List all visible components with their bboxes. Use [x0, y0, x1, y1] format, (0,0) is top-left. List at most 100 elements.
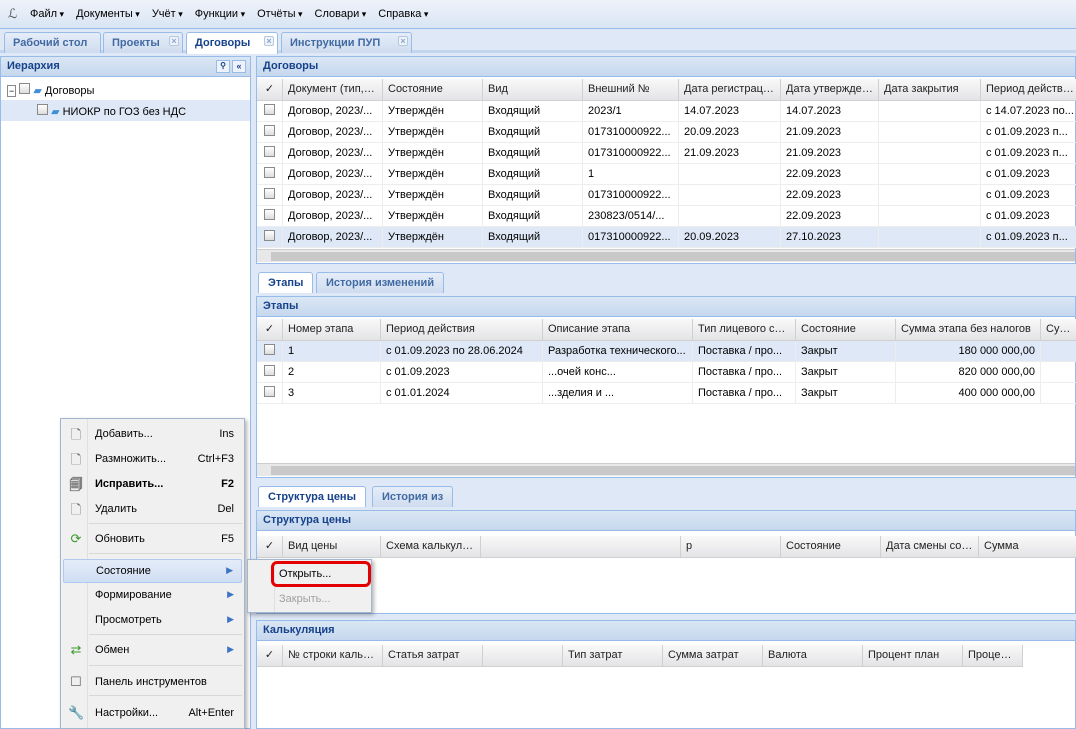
checkbox-cell[interactable] — [257, 362, 283, 382]
row-checkbox[interactable] — [264, 209, 275, 220]
menu-item-7[interactable]: Просмотреть ▶ — [63, 609, 242, 633]
tab-desktop[interactable]: Рабочий стол — [4, 32, 101, 53]
column-header[interactable]: Статья затрат — [383, 645, 483, 666]
checkbox-cell[interactable] — [257, 227, 283, 247]
close-icon[interactable]: × — [169, 36, 179, 46]
checkbox-cell[interactable] — [257, 206, 283, 226]
table-row[interactable]: Договор, 2023/... Утверждён Входящий 017310… — [257, 227, 1076, 248]
row-checkbox[interactable] — [264, 386, 275, 397]
column-header[interactable]: Дата утверждения — [781, 79, 879, 100]
checkbox-cell[interactable] — [257, 122, 283, 142]
checkbox-cell[interactable] — [257, 164, 283, 184]
column-header[interactable]: Дата смены состояния — [881, 536, 979, 557]
menu-help[interactable]: Справка — [378, 8, 428, 20]
submenu-open[interactable]: Открыть... — [279, 568, 332, 580]
checkbox-cell[interactable] — [257, 341, 283, 361]
column-header[interactable]: Описание этапа — [543, 319, 693, 340]
menu-item-3[interactable]: 🗋 Удалить Del — [63, 498, 242, 522]
menu-item-6[interactable]: Формирование ▶ — [63, 584, 242, 608]
row-checkbox[interactable] — [264, 188, 275, 199]
column-header[interactable]: Вид — [483, 79, 583, 100]
tab-price-structure[interactable]: Структура цены — [258, 486, 366, 507]
close-icon[interactable]: × — [264, 36, 274, 46]
menu-functions[interactable]: Функции — [195, 8, 245, 20]
column-header[interactable]: Состояние — [781, 536, 881, 557]
menu-item-5[interactable]: Состояние ▶ — [63, 559, 242, 583]
checkbox[interactable] — [19, 83, 31, 94]
column-header[interactable]: Период действия — [381, 319, 543, 340]
row-checkbox[interactable] — [264, 344, 275, 355]
horizontal-scrollbar[interactable] — [257, 463, 1075, 476]
column-header[interactable]: Сумма — [1041, 319, 1076, 340]
column-header[interactable]: Внешний № — [583, 79, 679, 100]
column-header[interactable]: р — [681, 536, 781, 557]
column-header[interactable]: Схема калькуляции — [381, 536, 481, 557]
collapse-icon[interactable]: « — [232, 60, 246, 73]
column-header[interactable]: Тип затрат — [563, 645, 663, 666]
menu-item-8[interactable]: ⇄ Обмен ▶ — [63, 639, 242, 663]
column-header[interactable]: Дата закрытия — [879, 79, 981, 100]
checkbox-cell[interactable] — [257, 143, 283, 163]
column-header[interactable] — [481, 536, 681, 557]
column-header[interactable]: Состояние — [383, 79, 483, 100]
column-header[interactable]: Период действия... — [981, 79, 1076, 100]
column-header[interactable]: Дата регистрации... — [679, 79, 781, 100]
table-row[interactable]: Договор, 2023/... Утверждён Входящий 017310… — [257, 143, 1076, 164]
select-all-header[interactable]: ✓ — [257, 536, 283, 557]
menu-item-4[interactable]: ⟳ Обновить F5 — [63, 528, 242, 552]
menu-item-9[interactable]: ☐ Панель инструментов — [63, 671, 242, 695]
tab-history[interactable]: История изменений — [316, 272, 445, 293]
checkbox[interactable] — [37, 104, 48, 115]
select-all-header[interactable]: ✓ — [257, 645, 283, 666]
table-row[interactable]: Договор, 2023/... Утверждён Входящий 017310… — [257, 185, 1076, 206]
minus-icon[interactable]: − — [7, 85, 17, 97]
column-header[interactable]: Состояние — [796, 319, 896, 340]
row-checkbox[interactable] — [264, 104, 275, 115]
row-checkbox[interactable] — [264, 365, 275, 376]
column-header[interactable]: Документ (тип, № — [283, 79, 383, 100]
row-checkbox[interactable] — [264, 146, 275, 157]
checkbox-cell[interactable] — [257, 185, 283, 205]
table-row[interactable]: Договор, 2023/... Утверждён Входящий 230823… — [257, 206, 1076, 227]
menu-item-10[interactable]: 🔧 Настройки... Alt+Enter — [63, 702, 242, 726]
close-icon[interactable]: × — [398, 36, 408, 46]
tab-contracts[interactable]: Договоры × — [186, 32, 278, 54]
tree-node-root[interactable]: − ▰ Договоры — [1, 79, 250, 100]
row-checkbox[interactable] — [264, 230, 275, 241]
select-all-header[interactable]: ✓ — [257, 79, 283, 100]
menu-reports[interactable]: Отчёты — [257, 8, 302, 20]
table-row[interactable]: Договор, 2023/... Утверждён Входящий 017310… — [257, 122, 1076, 143]
select-all-header[interactable]: ✓ — [257, 319, 283, 340]
column-header[interactable]: Номер этапа — [283, 319, 381, 340]
checkbox-cell[interactable] — [257, 101, 283, 121]
column-header[interactable]: Процент план — [863, 645, 963, 666]
tab-history[interactable]: История из — [372, 486, 454, 507]
column-header[interactable]: Процент ф — [963, 645, 1023, 666]
menu-item-0[interactable]: 🗋 Добавить... Ins — [63, 423, 242, 447]
checkbox-cell[interactable] — [257, 383, 283, 403]
table-row[interactable]: Договор, 2023/... Утверждён Входящий 2023/1… — [257, 101, 1076, 122]
binoculars-icon[interactable]: ⚲ — [216, 60, 230, 73]
tree-node-child[interactable]: ▰ НИОКР по ГОЗ без НДС — [1, 100, 250, 121]
menu-dictionaries[interactable]: Словари — [315, 8, 367, 20]
row-checkbox[interactable] — [264, 125, 275, 136]
column-header[interactable]: Тип лицевого счёт — [693, 319, 796, 340]
menu-accounting[interactable]: Учёт — [152, 8, 183, 20]
menu-documents[interactable]: Документы — [76, 8, 140, 20]
tab-instructions[interactable]: Инструкции ПУП × — [281, 32, 412, 53]
column-header[interactable]: Сумма затрат — [663, 645, 763, 666]
tab-stages[interactable]: Этапы — [258, 272, 314, 293]
menu-item-1[interactable]: 🗋 Размножить... Ctrl+F3 — [63, 448, 242, 472]
column-header[interactable]: № строки калькул — [283, 645, 383, 666]
column-header[interactable] — [483, 645, 563, 666]
column-header[interactable]: Валюта — [763, 645, 863, 666]
menu-item-2[interactable]: 🗐 Исправить... F2 — [63, 473, 242, 497]
splitter[interactable] — [251, 56, 256, 729]
column-header[interactable]: Сумма — [979, 536, 1076, 557]
row-checkbox[interactable] — [264, 167, 275, 178]
column-header[interactable]: Сумма этапа без налогов — [896, 319, 1041, 340]
tab-projects[interactable]: Проекты × — [103, 32, 183, 53]
